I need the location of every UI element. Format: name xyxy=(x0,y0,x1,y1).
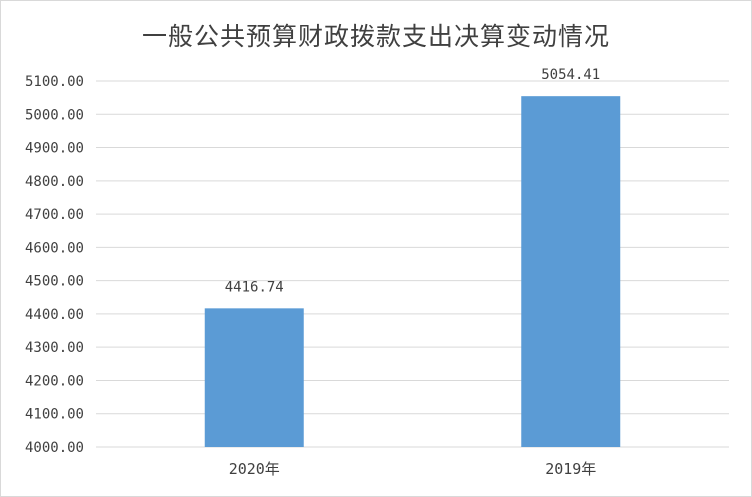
y-tick-label: 5000.00 xyxy=(25,107,84,123)
y-tick-label: 4700.00 xyxy=(25,207,84,223)
y-tick-label: 4000.00 xyxy=(25,440,84,456)
y-tick-label: 4600.00 xyxy=(25,240,84,256)
y-axis-ticks: 4000.00 4100.00 4200.00 4300.00 4400.00 4500.… xyxy=(25,74,84,456)
data-labels: 4416.74 5054.41 xyxy=(225,67,601,295)
gridlines xyxy=(96,80,729,448)
x-axis-categories: 2020年 2019年 xyxy=(229,460,597,478)
y-tick-label: 4900.00 xyxy=(25,141,84,157)
data-label: 5054.41 xyxy=(541,67,600,83)
y-tick-label: 4100.00 xyxy=(25,407,84,423)
bar xyxy=(521,96,621,447)
y-tick-label: 4800.00 xyxy=(25,174,84,190)
y-tick-label: 4400.00 xyxy=(25,307,84,323)
chart-title: 一般公共预算财政拨款支出决算变动情况 xyxy=(141,22,610,51)
y-tick-label: 4200.00 xyxy=(25,373,84,389)
y-tick-label: 4300.00 xyxy=(25,340,84,356)
y-tick-label: 4500.00 xyxy=(25,274,84,290)
bar xyxy=(204,308,304,447)
x-category-label: 2019年 xyxy=(545,460,596,478)
y-tick-label: 5100.00 xyxy=(25,74,84,90)
bars xyxy=(204,96,621,447)
x-category-label: 2020年 xyxy=(229,460,280,478)
data-label: 4416.74 xyxy=(225,279,284,295)
